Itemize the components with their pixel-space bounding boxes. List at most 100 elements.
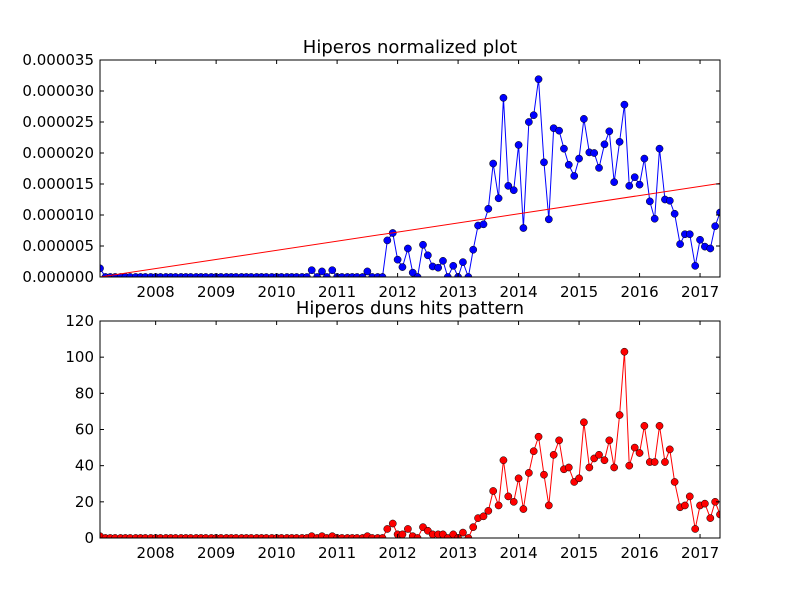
data-point <box>580 418 588 427</box>
data-point <box>681 501 689 510</box>
y-tick-label: 120 <box>65 312 94 330</box>
x-tick-label: 2010 <box>258 283 296 301</box>
y-tick-label: 40 <box>75 457 94 475</box>
data-point <box>711 222 720 231</box>
data-point <box>645 197 654 206</box>
data-point <box>398 530 407 538</box>
data-point <box>499 456 508 465</box>
data-point <box>519 505 528 513</box>
data-point <box>398 263 407 271</box>
x-tick-label: 2016 <box>620 283 658 301</box>
data-point <box>307 266 316 275</box>
x-tick-label: 2015 <box>560 544 598 562</box>
data-point <box>540 158 548 167</box>
data-point <box>525 118 533 126</box>
chart-title: Hiperos normalized plot <box>303 37 517 58</box>
data-point <box>378 534 387 538</box>
data-point <box>580 115 588 123</box>
data-point <box>661 458 669 466</box>
data-point <box>383 525 392 533</box>
data-point <box>494 194 503 203</box>
y-tick-label: 0.000015 <box>22 175 94 193</box>
x-tick-label: 2017 <box>681 544 719 562</box>
data-point <box>449 261 458 270</box>
data-point <box>575 474 583 483</box>
x-tick-label: 2016 <box>620 544 658 562</box>
data-point <box>716 208 720 217</box>
y-tick-label: 0.000020 <box>22 144 94 162</box>
data-point <box>434 263 442 272</box>
data-point <box>469 245 478 254</box>
data-point <box>665 445 674 454</box>
data-point <box>625 461 634 470</box>
x-tick-label: 2014 <box>499 283 537 301</box>
data-point <box>479 220 488 229</box>
x-tick-label: 2011 <box>318 283 356 301</box>
data-point <box>595 164 603 172</box>
y-tick-label: 60 <box>75 421 94 439</box>
data-point <box>610 178 619 186</box>
data-point <box>504 182 513 190</box>
series-line <box>100 351 720 538</box>
x-tick-label: 2011 <box>318 544 356 562</box>
data-point <box>600 456 609 465</box>
data-point <box>585 463 594 472</box>
data-point <box>519 224 528 232</box>
data-point <box>489 487 498 495</box>
data-point <box>413 534 422 538</box>
data-point <box>706 514 715 522</box>
data-point <box>328 266 337 275</box>
data-point <box>630 443 639 452</box>
data-point <box>404 525 412 533</box>
data-point <box>706 244 715 253</box>
y-tick-label: 0 <box>84 529 94 547</box>
data-point <box>625 182 634 190</box>
data-point <box>363 267 372 276</box>
data-point <box>685 492 694 501</box>
data-point <box>701 499 709 508</box>
data-point <box>549 450 558 459</box>
data-point <box>499 93 508 102</box>
data-point <box>615 411 624 419</box>
chart-duns-hits-pattern: Hiperos duns hits pattern 0 20 40 60 80 100 120… <box>65 298 721 562</box>
x-tick-label: 2017 <box>681 283 719 301</box>
axes-frame <box>99 59 721 278</box>
x-tick-label: 2014 <box>499 544 537 562</box>
x-tick-label: 2013 <box>439 283 477 301</box>
y-tick-label: 0.000010 <box>22 206 94 224</box>
data-point <box>620 347 629 356</box>
data-point <box>439 257 447 265</box>
data-point <box>665 196 674 205</box>
data-point <box>575 154 583 163</box>
y-tick-label: 0.000025 <box>22 113 94 131</box>
data-point <box>555 436 563 445</box>
data-point <box>544 215 553 224</box>
data-point <box>620 100 629 109</box>
data-point <box>670 478 679 486</box>
data-point <box>615 137 624 146</box>
data-point <box>590 149 599 157</box>
x-tick-label: 2008 <box>137 544 175 562</box>
data-point <box>529 447 538 456</box>
data-point <box>676 240 684 248</box>
data-point <box>600 140 609 149</box>
data-point <box>408 268 417 277</box>
data-point <box>595 450 603 459</box>
y-tick-label: 0.000035 <box>22 51 94 69</box>
data-point <box>509 497 518 506</box>
x-tick-label: 2009 <box>197 283 235 301</box>
data-point <box>423 251 432 260</box>
x-tick-label: 2013 <box>439 544 477 562</box>
data-point <box>640 422 649 430</box>
data-point <box>534 75 543 84</box>
data-point <box>655 422 664 430</box>
data-point <box>685 230 694 239</box>
data-point <box>388 519 397 528</box>
data-point <box>635 180 644 189</box>
data-point <box>640 154 649 163</box>
data-point <box>570 172 579 180</box>
x-tick-label: 2010 <box>258 544 296 562</box>
data-point <box>525 469 533 477</box>
data-point <box>605 436 614 445</box>
